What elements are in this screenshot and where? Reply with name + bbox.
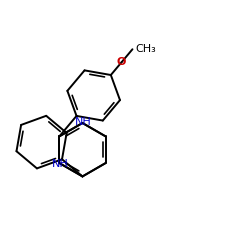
Text: CH₃: CH₃ [136, 44, 156, 54]
Text: NH: NH [52, 159, 69, 169]
Text: O: O [117, 57, 126, 67]
Text: NH: NH [75, 117, 92, 127]
